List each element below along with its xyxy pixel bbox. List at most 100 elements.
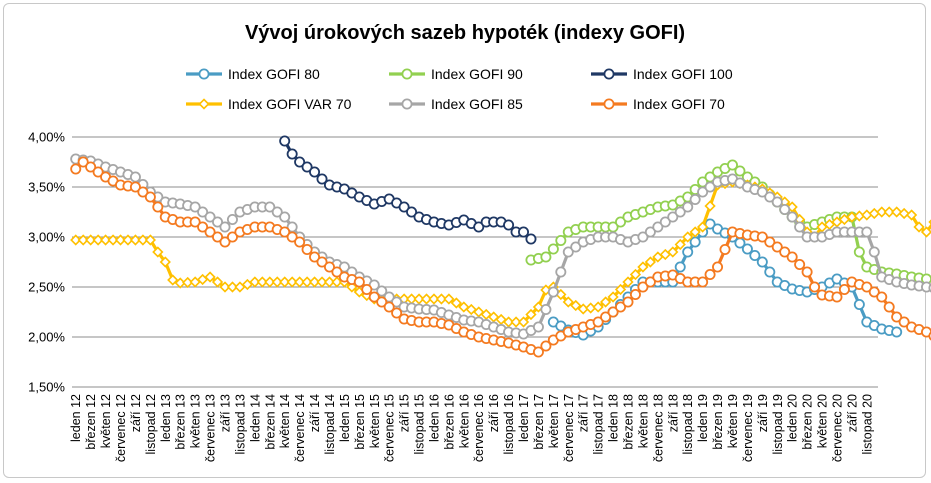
data-point — [152, 201, 164, 213]
x-tick-label: září 18 — [666, 394, 680, 432]
data-point — [674, 261, 686, 273]
data-point — [853, 246, 865, 258]
x-tick-label: leden 12 — [69, 394, 83, 442]
data-point — [211, 276, 224, 288]
data-point — [129, 181, 141, 193]
data-point — [286, 148, 298, 160]
data-point — [331, 266, 343, 278]
x-tick-label: září 17 — [577, 394, 591, 432]
data-point — [219, 221, 231, 233]
data-point — [637, 231, 649, 243]
x-tick-label: listopad 16 — [502, 394, 516, 455]
data-point — [212, 231, 224, 243]
data-point — [323, 261, 335, 273]
legend-label: Index GOFI 85 — [431, 96, 523, 112]
data-point — [853, 298, 865, 310]
legend-label: Index GOFI VAR 70 — [228, 96, 352, 112]
legend-item-index-gofi-80: Index GOFI 80 — [186, 66, 320, 82]
data-point — [70, 234, 82, 246]
x-tick-label: květen 15 — [368, 394, 382, 448]
series-group — [70, 135, 931, 358]
data-point — [920, 226, 931, 238]
x-tick-label: červenec 19 — [741, 394, 755, 462]
x-tick-label: březen 20 — [801, 394, 815, 450]
data-point — [764, 191, 776, 203]
x-tick-label: leden 16 — [427, 394, 441, 442]
data-point — [682, 231, 694, 243]
data-point — [85, 161, 97, 173]
y-tick-label: 4,00% — [28, 130, 65, 145]
data-point — [652, 221, 664, 233]
data-point — [547, 243, 559, 255]
data-point — [831, 291, 843, 303]
data-point — [85, 234, 97, 246]
data-point — [607, 306, 619, 318]
data-point — [756, 231, 768, 243]
data-point — [532, 346, 544, 358]
data-point — [704, 181, 716, 193]
data-point — [510, 316, 522, 328]
x-tick-label: leden 13 — [159, 394, 173, 442]
legend-label: Index GOFI 70 — [633, 96, 725, 112]
data-point — [301, 276, 313, 288]
data-point — [77, 156, 89, 168]
legend-marker — [603, 68, 615, 80]
data-point — [861, 281, 873, 293]
data-point — [92, 166, 104, 178]
data-point — [518, 226, 530, 238]
data-point — [644, 256, 657, 268]
data-point — [555, 266, 567, 278]
data-point — [226, 213, 238, 225]
data-point — [644, 276, 656, 288]
data-point — [570, 241, 582, 253]
data-point — [249, 276, 261, 288]
x-tick-label: červenec 16 — [472, 394, 486, 462]
data-point — [144, 234, 156, 246]
data-point — [615, 216, 627, 228]
data-point — [443, 293, 455, 305]
x-tick-label: listopad 14 — [323, 394, 337, 455]
data-point — [346, 281, 358, 293]
data-point — [905, 209, 918, 221]
data-point — [353, 276, 365, 288]
data-point — [674, 238, 686, 251]
series-index-gofi-90 — [525, 159, 931, 285]
data-point — [137, 186, 149, 198]
data-point — [361, 283, 373, 295]
legend-marker — [401, 68, 413, 80]
x-tick-label: červenec 17 — [562, 394, 576, 462]
x-tick-label: červenec 13 — [204, 394, 218, 462]
data-point — [413, 293, 425, 305]
x-tick-label: květen 18 — [636, 394, 650, 448]
legend-item-index-gofi-var-70: Index GOFI VAR 70 — [186, 96, 352, 112]
data-point — [279, 135, 291, 147]
x-tick-label: listopad 18 — [681, 394, 695, 455]
data-point — [689, 236, 701, 248]
series-index-gofi-var-70 — [70, 176, 931, 328]
data-point — [226, 281, 239, 293]
data-point — [615, 301, 627, 313]
data-point — [607, 291, 619, 303]
data-point — [592, 301, 604, 313]
data-point — [450, 297, 462, 309]
legend-label: Index GOFI 90 — [431, 66, 523, 82]
data-point — [562, 296, 574, 308]
y-axis: 1,50% 2,00% 2,50% 3,00% 3,50% 4,00% — [28, 130, 65, 395]
data-point — [779, 246, 791, 258]
data-point — [279, 226, 291, 238]
data-point — [682, 246, 694, 258]
data-point — [323, 276, 336, 288]
legend-marker — [198, 68, 210, 80]
data-point — [696, 221, 709, 233]
data-point — [629, 288, 641, 300]
data-point — [697, 186, 709, 198]
data-point — [891, 206, 903, 218]
x-tick-label: březen 18 — [621, 394, 635, 450]
x-axis: leden 12 březen 12 květen 12 červenec 12 zář… — [69, 394, 874, 462]
data-point — [540, 340, 552, 352]
legend-marker — [603, 98, 615, 110]
x-tick-label: květen 20 — [816, 394, 830, 448]
data-point — [764, 236, 776, 248]
legend-item-index-gofi-85: Index GOFI 85 — [389, 96, 523, 112]
legend-item-index-gofi-70: Index GOFI 70 — [591, 96, 725, 112]
